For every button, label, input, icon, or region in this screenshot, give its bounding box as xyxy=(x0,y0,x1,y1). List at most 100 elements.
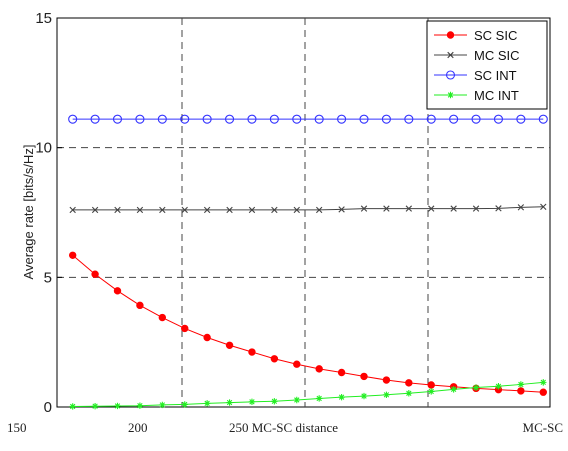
data-point-sc-sic xyxy=(91,270,99,278)
data-point-mc-sic xyxy=(405,205,413,212)
data-point-sc-int xyxy=(493,114,504,124)
data-point-sc-int xyxy=(538,114,548,124)
data-point-mc-int xyxy=(248,398,256,406)
data-point-mc-sic xyxy=(428,205,435,212)
data-point-mc-int xyxy=(338,393,345,401)
legend-marker-mc-sic xyxy=(447,51,454,59)
data-point-sc-sic xyxy=(158,313,167,322)
data-point-sc-int xyxy=(314,114,324,124)
data-point-sc-int xyxy=(90,114,100,124)
legend-item-mc-sic: MC SIC xyxy=(434,48,520,63)
data-point-mc-sic xyxy=(226,206,233,214)
y-ticks: 0 5 10 15 xyxy=(35,10,62,416)
legend-item-sc-sic: SC SIC xyxy=(434,28,517,43)
data-point-mc-sic xyxy=(248,206,256,214)
data-point-sc-int xyxy=(381,114,391,124)
data-point-mc-sic xyxy=(383,205,390,212)
data-point-sc-sic xyxy=(382,376,391,384)
data-point-sc-int xyxy=(68,114,78,124)
data-point-mc-int xyxy=(472,384,480,391)
data-point-sc-sic xyxy=(517,387,525,395)
data-point-sc-int xyxy=(359,114,369,124)
data-point-mc-sic xyxy=(136,206,144,214)
data-point-mc-sic xyxy=(315,206,323,214)
data-point-mc-int xyxy=(450,386,457,393)
y-tick-label: 15 xyxy=(35,10,52,27)
data-point-sc-sic xyxy=(270,355,279,363)
legend-item-sc-int: SC INT xyxy=(434,68,517,83)
data-point-sc-int xyxy=(471,114,481,124)
data-point-mc-int xyxy=(540,379,547,386)
series-mc-sic xyxy=(69,203,547,214)
data-point-mc-int xyxy=(226,399,233,406)
x-tick-label: 150 xyxy=(7,420,27,435)
x-ticks: 150 200 250 MC-SC distance MC-SC xyxy=(7,420,563,435)
data-point-sc-int xyxy=(202,114,212,124)
data-point-mc-sic xyxy=(450,205,457,212)
data-point-sc-sic xyxy=(539,388,547,396)
legend-marker-sc-int xyxy=(445,70,456,80)
data-point-sc-int xyxy=(180,114,190,124)
y-tick-label: 5 xyxy=(44,269,52,286)
data-point-sc-sic xyxy=(113,287,122,295)
legend: SC SIC MC SIC SC INT MC INT xyxy=(426,20,548,110)
data-point-mc-int xyxy=(69,403,76,410)
data-point-mc-sic xyxy=(540,203,547,210)
data-point-mc-sic xyxy=(159,206,166,214)
series-mc-int xyxy=(69,379,547,410)
data-point-mc-int xyxy=(383,391,390,399)
data-point-mc-int xyxy=(136,402,144,409)
data-point-mc-int xyxy=(428,388,435,395)
y-tick-label: 0 xyxy=(44,399,52,416)
x-tick-label: 250 MC-SC distance xyxy=(229,420,338,435)
data-point-sc-sic xyxy=(225,341,234,349)
data-point-mc-int xyxy=(91,403,99,410)
data-point-sc-int xyxy=(135,114,145,124)
data-point-sc-sic xyxy=(136,301,144,310)
legend-label-sc-sic: SC SIC xyxy=(474,28,517,43)
data-point-sc-sic xyxy=(337,368,346,377)
data-point-mc-int xyxy=(315,395,323,402)
y-tick-label: 10 xyxy=(35,140,52,157)
series-layer xyxy=(68,114,548,410)
data-point-sc-sic xyxy=(181,324,189,333)
legend-marker-mc-int xyxy=(447,91,454,99)
data-point-sc-sic xyxy=(427,381,435,389)
legend-marker-sc-sic xyxy=(446,31,455,39)
data-point-mc-sic xyxy=(69,206,76,214)
data-point-sc-int xyxy=(112,114,123,124)
data-point-mc-int xyxy=(159,401,166,409)
data-point-mc-int xyxy=(293,396,300,404)
data-point-mc-sic xyxy=(271,206,278,214)
data-point-mc-int xyxy=(181,401,188,408)
data-point-mc-int xyxy=(203,400,211,407)
data-point-mc-int xyxy=(360,392,368,400)
data-point-sc-int xyxy=(516,114,526,124)
data-point-sc-int xyxy=(337,114,347,124)
series-line-mc-sic xyxy=(72,206,544,211)
legend-label-mc-int: MC INT xyxy=(474,88,519,103)
data-point-mc-int xyxy=(114,402,121,410)
data-point-mc-sic xyxy=(495,205,502,212)
data-point-mc-sic xyxy=(293,206,300,214)
data-point-mc-int xyxy=(517,381,525,388)
legend-label-sc-int: SC INT xyxy=(474,68,517,83)
data-point-sc-sic xyxy=(360,372,368,381)
legend-label-mc-sic: MC SIC xyxy=(474,48,520,63)
data-point-mc-sic xyxy=(203,206,211,214)
y-axis-label: Average rate [bits/s/Hz] xyxy=(21,145,36,280)
legend-item-mc-int: MC INT xyxy=(434,88,519,103)
data-point-sc-int xyxy=(269,114,279,124)
x-tick-label: 200 xyxy=(128,420,148,435)
data-point-sc-sic xyxy=(68,251,77,259)
data-point-sc-int xyxy=(404,114,414,124)
data-point-sc-int xyxy=(225,114,235,124)
data-point-sc-sic xyxy=(248,348,256,356)
data-point-mc-sic xyxy=(91,206,99,214)
data-point-mc-sic xyxy=(114,206,121,214)
data-point-mc-sic xyxy=(472,205,480,212)
data-point-sc-sic xyxy=(293,360,301,368)
data-point-mc-int xyxy=(271,398,278,405)
x-tick-label: MC-SC xyxy=(523,420,563,435)
